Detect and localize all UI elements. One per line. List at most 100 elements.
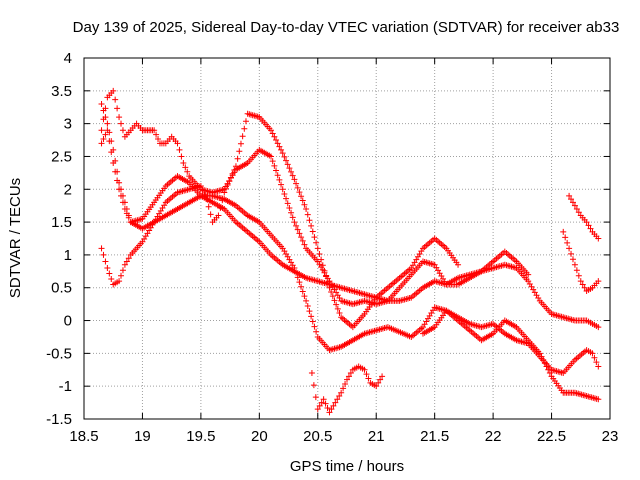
data-point [108,149,115,156]
data-point [577,278,584,285]
data-point [108,275,115,282]
data-point [334,396,341,403]
data-point [296,230,303,237]
data-point [289,172,296,179]
data-point [224,182,231,189]
data-point [583,219,590,226]
data-point [229,170,236,177]
data-point [525,271,532,278]
data-point [595,235,602,242]
data-point [114,105,121,112]
data-point [283,157,290,164]
data-point [361,366,368,373]
data-point [311,323,318,330]
data-point [336,393,343,400]
data-point [313,328,320,335]
data-point [301,293,308,300]
data-point [102,105,109,112]
data-point [151,127,158,134]
data-point [595,396,602,403]
data-point [221,189,228,196]
data-point [273,137,280,144]
data-point [340,385,347,392]
data-point [237,140,244,147]
y-axis-label: SDTVAR / TECUs [7,178,24,298]
x-tick-label: 18.5 [69,428,98,445]
data-point [273,167,280,174]
data-point [347,370,354,377]
data-point [98,100,105,107]
data-point [324,279,331,286]
data-point [308,222,315,229]
data-point [116,186,123,193]
data-point [342,380,349,387]
data-point [239,133,246,140]
y-tick-label: -0.5 [46,345,72,362]
data-point [298,283,305,290]
data-point [345,373,352,380]
data-point [326,409,333,416]
data-point [298,234,305,241]
data-point [286,165,293,172]
y-tick-label: 3 [64,116,72,133]
data-point [184,168,191,175]
data-point [98,140,105,147]
data-point [118,272,125,279]
data-point [176,146,183,153]
y-tick-label: 0 [64,313,72,330]
data-point [585,222,592,229]
data-point [316,402,323,409]
data-point [579,281,586,288]
data-point [573,205,580,212]
data-point [573,267,580,274]
data-point [98,127,105,134]
data-point [328,288,335,295]
data-point [106,270,113,277]
series-track-5 [308,363,386,416]
data-point [274,172,281,179]
x-tick-label: 22 [485,428,502,445]
data-point [178,153,185,160]
data-point [106,138,113,145]
data-point [568,196,575,203]
data-point [125,255,132,262]
data-point [104,127,111,134]
data-point [155,135,162,142]
data-point [332,399,339,406]
data-point [288,168,295,175]
grid [84,58,610,419]
data-point [276,176,283,183]
data-point [279,186,286,193]
x-tick-label: 19 [134,428,151,445]
data-point [227,174,234,181]
data-point [336,310,343,317]
data-point [304,211,311,218]
data-point [333,301,340,308]
data-point [119,267,126,274]
data-point [291,176,298,183]
data-point [308,313,315,320]
data-point [568,250,575,257]
data-point [215,212,222,219]
data-point [595,363,602,370]
data-point [306,308,313,315]
data-point [324,405,331,412]
data-point [241,125,248,132]
data-point [593,359,600,366]
x-tick-label: 20 [251,428,268,445]
data-point [560,228,567,235]
data-point [309,228,316,235]
data-point [313,239,320,246]
data-point [153,131,160,138]
x-tick-label: 21.5 [420,428,449,445]
data-point [104,265,111,272]
data-point [591,354,598,361]
data-point [296,279,303,286]
data-point [304,303,311,310]
data-point [571,261,578,268]
data-point [293,180,300,187]
y-tick-label: 0.5 [51,280,72,297]
data-point [301,241,308,248]
data-point [587,225,594,232]
